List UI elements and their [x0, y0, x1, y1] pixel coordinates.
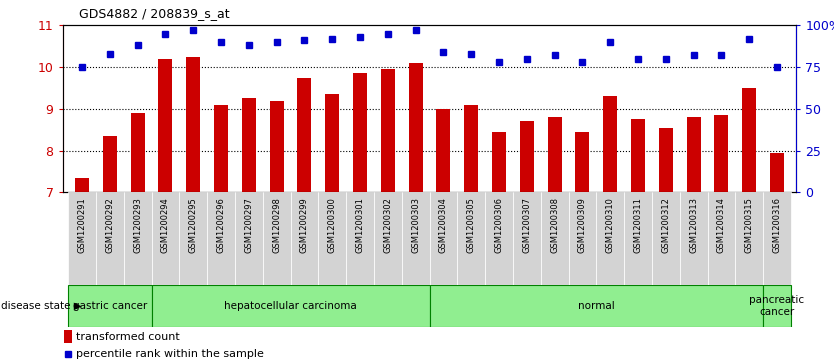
Bar — [686, 117, 701, 363]
Bar — [64, 330, 73, 343]
Bar — [763, 192, 791, 285]
Text: GSM1200315: GSM1200315 — [745, 197, 754, 253]
Bar — [652, 192, 680, 285]
Text: GDS4882 / 208839_s_at: GDS4882 / 208839_s_at — [79, 7, 230, 20]
Bar — [485, 192, 513, 285]
Text: GSM1200303: GSM1200303 — [411, 197, 420, 253]
Text: GSM1200306: GSM1200306 — [495, 197, 504, 253]
Bar — [624, 192, 652, 285]
Text: hepatocellular carcinoma: hepatocellular carcinoma — [224, 301, 357, 311]
Bar — [325, 94, 339, 363]
Bar — [457, 192, 485, 285]
Text: percentile rank within the sample: percentile rank within the sample — [77, 349, 264, 359]
Text: GSM1200296: GSM1200296 — [217, 197, 225, 253]
Bar — [520, 121, 534, 363]
Bar — [298, 78, 311, 363]
Text: GSM1200307: GSM1200307 — [522, 197, 531, 253]
Text: GSM1200309: GSM1200309 — [578, 197, 587, 253]
Text: GSM1200313: GSM1200313 — [689, 197, 698, 253]
Text: disease state ▶: disease state ▶ — [1, 301, 82, 311]
Text: gastric cancer: gastric cancer — [73, 301, 147, 311]
Bar — [707, 192, 736, 285]
Bar — [290, 192, 319, 285]
Text: GSM1200298: GSM1200298 — [272, 197, 281, 253]
Text: GSM1200297: GSM1200297 — [244, 197, 254, 253]
Text: GSM1200295: GSM1200295 — [188, 197, 198, 253]
Text: GSM1200305: GSM1200305 — [467, 197, 475, 253]
Bar — [631, 119, 645, 363]
Bar — [374, 192, 402, 285]
Bar — [603, 96, 617, 363]
Bar — [242, 98, 256, 363]
Text: pancreatic
cancer: pancreatic cancer — [750, 295, 805, 317]
Bar — [548, 117, 561, 363]
Bar — [381, 69, 394, 363]
Text: GSM1200304: GSM1200304 — [439, 197, 448, 253]
Bar — [179, 192, 207, 285]
Bar — [540, 192, 569, 285]
Bar — [152, 192, 179, 285]
Bar — [742, 88, 756, 363]
Bar — [131, 113, 144, 363]
Text: GSM1200301: GSM1200301 — [355, 197, 364, 253]
Bar — [465, 105, 478, 363]
Text: normal: normal — [578, 301, 615, 311]
Bar — [770, 153, 784, 363]
Bar — [513, 192, 540, 285]
Bar — [596, 192, 624, 285]
Bar — [103, 136, 117, 363]
Bar — [68, 285, 152, 327]
Text: GSM1200310: GSM1200310 — [605, 197, 615, 253]
Bar — [186, 57, 200, 363]
Text: transformed count: transformed count — [77, 332, 180, 342]
Text: GSM1200316: GSM1200316 — [772, 197, 781, 253]
Text: GSM1200291: GSM1200291 — [78, 197, 87, 253]
Bar — [569, 192, 596, 285]
Bar — [492, 132, 506, 363]
Text: GSM1200311: GSM1200311 — [634, 197, 642, 253]
Bar — [235, 192, 263, 285]
Text: GSM1200292: GSM1200292 — [105, 197, 114, 253]
Bar — [575, 132, 590, 363]
Bar — [123, 192, 152, 285]
Bar — [263, 192, 290, 285]
Bar — [152, 285, 430, 327]
Bar — [346, 192, 374, 285]
Text: GSM1200302: GSM1200302 — [384, 197, 392, 253]
Text: GSM1200293: GSM1200293 — [133, 197, 142, 253]
Bar — [158, 59, 173, 363]
Bar — [207, 192, 235, 285]
Bar — [430, 192, 457, 285]
Bar — [736, 192, 763, 285]
Text: GSM1200294: GSM1200294 — [161, 197, 170, 253]
Bar — [68, 192, 96, 285]
Bar — [353, 73, 367, 363]
Text: GSM1200300: GSM1200300 — [328, 197, 337, 253]
Bar — [96, 192, 123, 285]
Bar — [402, 192, 430, 285]
Bar — [75, 178, 89, 363]
Text: GSM1200308: GSM1200308 — [550, 197, 559, 253]
Text: GSM1200299: GSM1200299 — [300, 197, 309, 253]
Bar — [214, 105, 228, 363]
Bar — [269, 101, 284, 363]
Bar — [409, 63, 423, 363]
Bar — [436, 109, 450, 363]
Bar — [659, 128, 673, 363]
Bar — [319, 192, 346, 285]
Bar — [680, 192, 707, 285]
Bar — [430, 285, 763, 327]
Text: GSM1200312: GSM1200312 — [661, 197, 671, 253]
Text: GSM1200314: GSM1200314 — [717, 197, 726, 253]
Bar — [715, 115, 728, 363]
Bar — [763, 285, 791, 327]
